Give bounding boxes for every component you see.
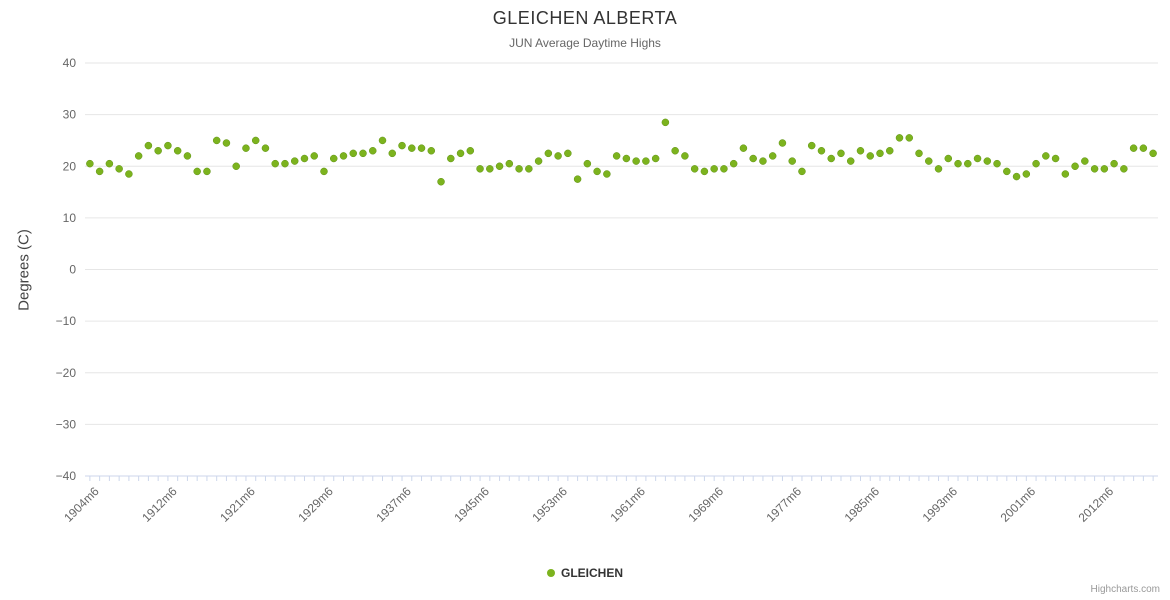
svg-text:−40: −40 <box>56 469 77 483</box>
svg-text:1969m6: 1969m6 <box>685 484 726 525</box>
svg-text:1993m6: 1993m6 <box>920 484 961 525</box>
chart-subtitle: JUN Average Daytime Highs <box>509 36 661 50</box>
svg-text:30: 30 <box>63 108 77 122</box>
svg-text:2001m6: 2001m6 <box>998 484 1039 525</box>
svg-text:1961m6: 1961m6 <box>607 484 648 525</box>
legend-series-label: GLEICHEN <box>560 566 623 580</box>
svg-text:1921m6: 1921m6 <box>217 484 258 525</box>
svg-text:−20: −20 <box>56 366 77 380</box>
svg-text:1929m6: 1929m6 <box>295 484 336 525</box>
svg-text:10: 10 <box>63 211 77 225</box>
svg-text:−10: −10 <box>56 314 77 328</box>
legend-marker-icon <box>546 569 555 577</box>
svg-text:1937m6: 1937m6 <box>373 484 414 525</box>
svg-text:1945m6: 1945m6 <box>451 484 492 525</box>
svg-text:1977m6: 1977m6 <box>764 484 805 525</box>
svg-text:2012m6: 2012m6 <box>1076 484 1117 525</box>
svg-text:1985m6: 1985m6 <box>842 484 883 525</box>
svg-text:1953m6: 1953m6 <box>529 484 570 525</box>
svg-text:1912m6: 1912m6 <box>139 484 180 525</box>
svg-text:0: 0 <box>69 263 76 277</box>
svg-text:1904m6: 1904m6 <box>61 484 102 525</box>
chart-title: GLEICHEN ALBERTA <box>492 8 678 28</box>
svg-text:40: 40 <box>63 56 77 70</box>
legend-item-gleichen[interactable]: GLEICHEN <box>0 566 1170 580</box>
svg-text:−30: −30 <box>56 417 77 431</box>
highcharts-credits-link[interactable]: Highcharts.com <box>1090 584 1160 595</box>
svg-text:20: 20 <box>63 159 77 173</box>
